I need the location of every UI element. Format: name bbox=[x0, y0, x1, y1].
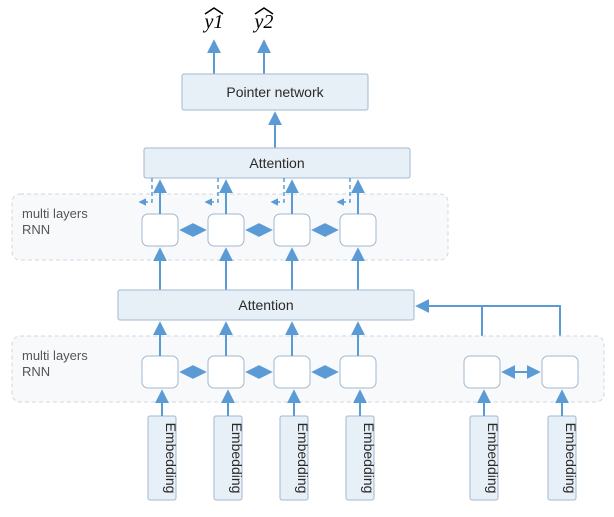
rnn-group-1-label-b: RNN bbox=[22, 364, 50, 379]
rnn2-cell-1 bbox=[208, 214, 244, 246]
rnn1-cell-r1 bbox=[542, 356, 578, 388]
embed-r1: Embedding bbox=[548, 416, 579, 500]
embed-3: Embedding bbox=[346, 416, 377, 500]
svg-text:Embedding: Embedding bbox=[563, 423, 579, 494]
svg-text:Embedding: Embedding bbox=[229, 423, 245, 494]
rnn1-cell-2 bbox=[274, 356, 310, 388]
svg-text:Embedding: Embedding bbox=[295, 423, 311, 494]
rnn2-cell-3 bbox=[340, 214, 376, 246]
attention-1-label: Attention bbox=[238, 297, 293, 313]
pointer-network-label: Pointer network bbox=[226, 84, 324, 100]
rnn1-cell-r0 bbox=[464, 356, 500, 388]
svg-text:Embedding: Embedding bbox=[163, 423, 179, 494]
embed-2: Embedding bbox=[280, 416, 311, 500]
rnn1-cell-1 bbox=[208, 356, 244, 388]
attention-2-label: Attention bbox=[249, 155, 304, 171]
embed-0: Embedding bbox=[148, 416, 179, 500]
rnn-group-2-label-a: multi layers bbox=[22, 206, 88, 221]
rnn-group-2-label-b: RNN bbox=[22, 222, 50, 237]
rnn-group-1-label-a: multi layers bbox=[22, 348, 88, 363]
svg-text:Embedding: Embedding bbox=[485, 423, 501, 494]
rnn1-cell-0 bbox=[142, 356, 178, 388]
embed-1: Embedding bbox=[214, 416, 245, 500]
svg-text:Embedding: Embedding bbox=[361, 423, 377, 494]
rnn2-cell-2 bbox=[274, 214, 310, 246]
rnn1-cell-3 bbox=[340, 356, 376, 388]
rnn2-cell-0 bbox=[142, 214, 178, 246]
architecture-diagram: y1 y2 Pointer network Attention multi la… bbox=[0, 0, 614, 517]
embed-r0: Embedding bbox=[470, 416, 501, 500]
